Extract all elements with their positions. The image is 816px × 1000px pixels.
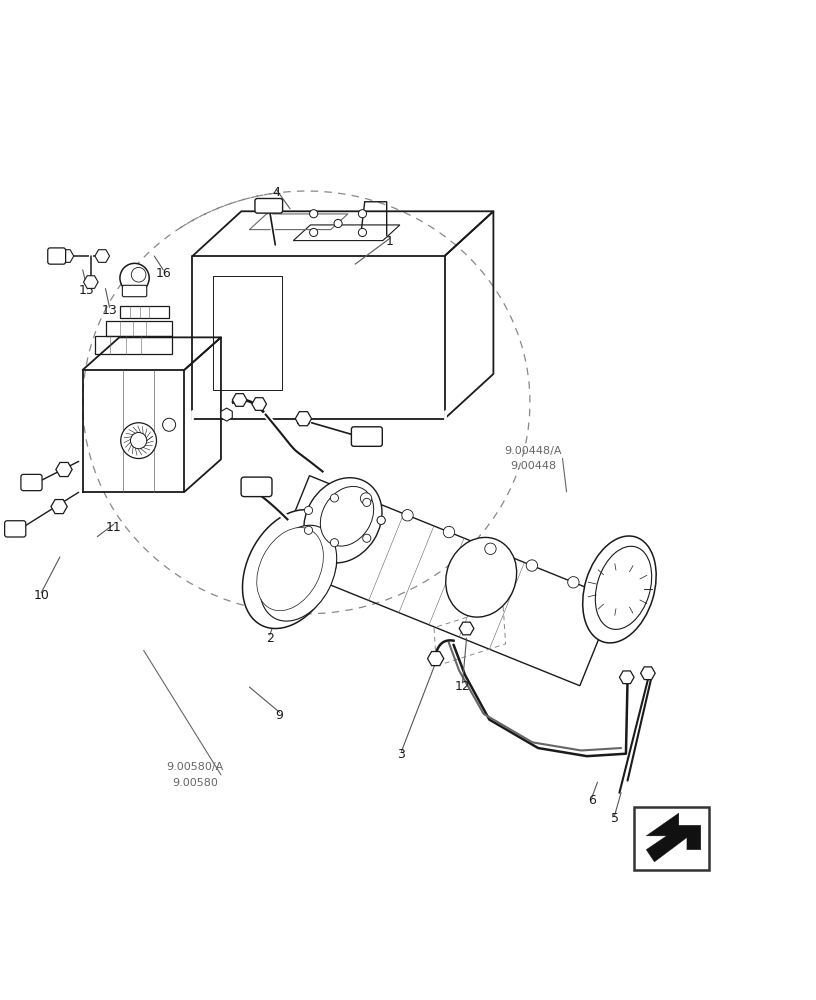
Circle shape (121, 423, 157, 459)
Ellipse shape (266, 539, 314, 599)
Circle shape (309, 228, 317, 237)
Text: 13: 13 (102, 304, 118, 317)
Ellipse shape (304, 478, 382, 563)
Ellipse shape (321, 486, 374, 546)
Text: 3: 3 (397, 748, 406, 761)
Circle shape (526, 560, 538, 571)
FancyBboxPatch shape (48, 248, 65, 264)
Text: 15: 15 (79, 284, 95, 297)
Circle shape (131, 433, 147, 449)
Text: 16: 16 (155, 267, 171, 280)
Text: 11: 11 (106, 521, 122, 534)
Text: 9.00580/A: 9.00580/A (166, 762, 224, 772)
Text: 1: 1 (386, 235, 394, 248)
Circle shape (120, 263, 149, 293)
Polygon shape (642, 817, 699, 862)
Circle shape (485, 543, 496, 554)
FancyBboxPatch shape (5, 521, 26, 537)
FancyBboxPatch shape (352, 427, 383, 446)
FancyBboxPatch shape (241, 477, 272, 497)
Ellipse shape (583, 536, 656, 643)
Text: 9.00448: 9.00448 (510, 461, 557, 471)
Circle shape (304, 506, 313, 514)
FancyBboxPatch shape (21, 474, 42, 491)
Circle shape (358, 210, 366, 218)
Ellipse shape (259, 525, 337, 621)
Circle shape (334, 219, 342, 228)
Ellipse shape (596, 546, 652, 629)
Circle shape (443, 526, 455, 538)
Circle shape (309, 210, 317, 218)
Polygon shape (646, 813, 701, 862)
Ellipse shape (446, 537, 517, 617)
Circle shape (377, 516, 385, 524)
Circle shape (162, 418, 175, 431)
Circle shape (377, 516, 385, 524)
Circle shape (568, 577, 579, 588)
FancyBboxPatch shape (255, 198, 282, 213)
Text: 9.00448/A: 9.00448/A (504, 446, 562, 456)
FancyBboxPatch shape (122, 285, 147, 297)
Circle shape (330, 539, 339, 547)
Ellipse shape (276, 551, 304, 587)
Text: 12: 12 (455, 680, 470, 693)
Text: 10: 10 (33, 589, 49, 602)
Circle shape (362, 534, 370, 542)
Text: 9.00580: 9.00580 (172, 778, 218, 788)
Ellipse shape (257, 528, 323, 611)
Text: 6: 6 (588, 794, 596, 807)
Circle shape (330, 494, 339, 502)
Polygon shape (649, 815, 706, 839)
Ellipse shape (242, 510, 338, 629)
Circle shape (131, 267, 146, 282)
Circle shape (358, 228, 366, 237)
Circle shape (362, 498, 370, 506)
Circle shape (361, 493, 372, 504)
Circle shape (401, 510, 413, 521)
Text: 9: 9 (276, 709, 283, 722)
Text: 2: 2 (266, 632, 273, 645)
Circle shape (304, 526, 313, 534)
Text: 5: 5 (610, 812, 619, 825)
Text: 4: 4 (273, 186, 280, 199)
